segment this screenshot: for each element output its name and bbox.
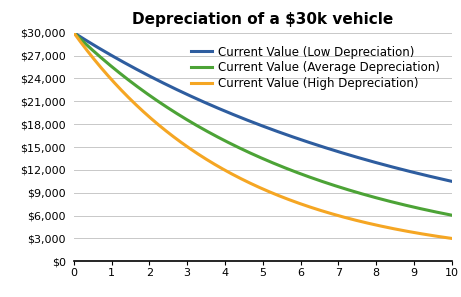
Current Value (Average Depreciation) <box>253 154 258 157</box>
Current Value (Average Depreciation) <box>449 214 455 217</box>
Current Value (High Depreciation) <box>250 183 256 187</box>
Current Value (High Depreciation) <box>449 237 455 240</box>
Current Value (Average Depreciation) <box>276 163 281 167</box>
Current Value (Low Depreciation) <box>449 180 455 183</box>
Current Value (High Depreciation) <box>253 184 258 187</box>
Current Value (Average Depreciation) <box>250 153 256 156</box>
Current Value (Average Depreciation) <box>71 31 77 34</box>
Current Value (Average Depreciation) <box>381 198 386 202</box>
Current Value (Low Depreciation) <box>250 121 256 124</box>
Current Value (High Depreciation) <box>440 235 445 239</box>
Current Value (Low Depreciation) <box>71 31 77 34</box>
Legend: Current Value (Low Depreciation), Current Value (Average Depreciation), Current : Current Value (Low Depreciation), Curren… <box>189 43 442 93</box>
Current Value (High Depreciation) <box>276 194 281 197</box>
Line: Current Value (Low Depreciation): Current Value (Low Depreciation) <box>74 33 452 181</box>
Current Value (High Depreciation) <box>71 31 77 34</box>
Current Value (High Depreciation) <box>381 225 386 228</box>
Current Value (Average Depreciation) <box>440 211 445 215</box>
Current Value (Low Depreciation) <box>381 163 386 166</box>
Line: Current Value (High Depreciation): Current Value (High Depreciation) <box>74 33 452 238</box>
Title: Depreciation of a $30k vehicle: Depreciation of a $30k vehicle <box>132 12 393 27</box>
Line: Current Value (Average Depreciation): Current Value (Average Depreciation) <box>74 33 452 215</box>
Current Value (Low Depreciation) <box>296 137 301 141</box>
Current Value (High Depreciation) <box>296 201 301 205</box>
Current Value (Low Depreciation) <box>276 130 281 134</box>
Current Value (Low Depreciation) <box>440 178 445 181</box>
Current Value (Average Depreciation) <box>296 171 301 175</box>
Current Value (Low Depreciation) <box>253 121 258 125</box>
